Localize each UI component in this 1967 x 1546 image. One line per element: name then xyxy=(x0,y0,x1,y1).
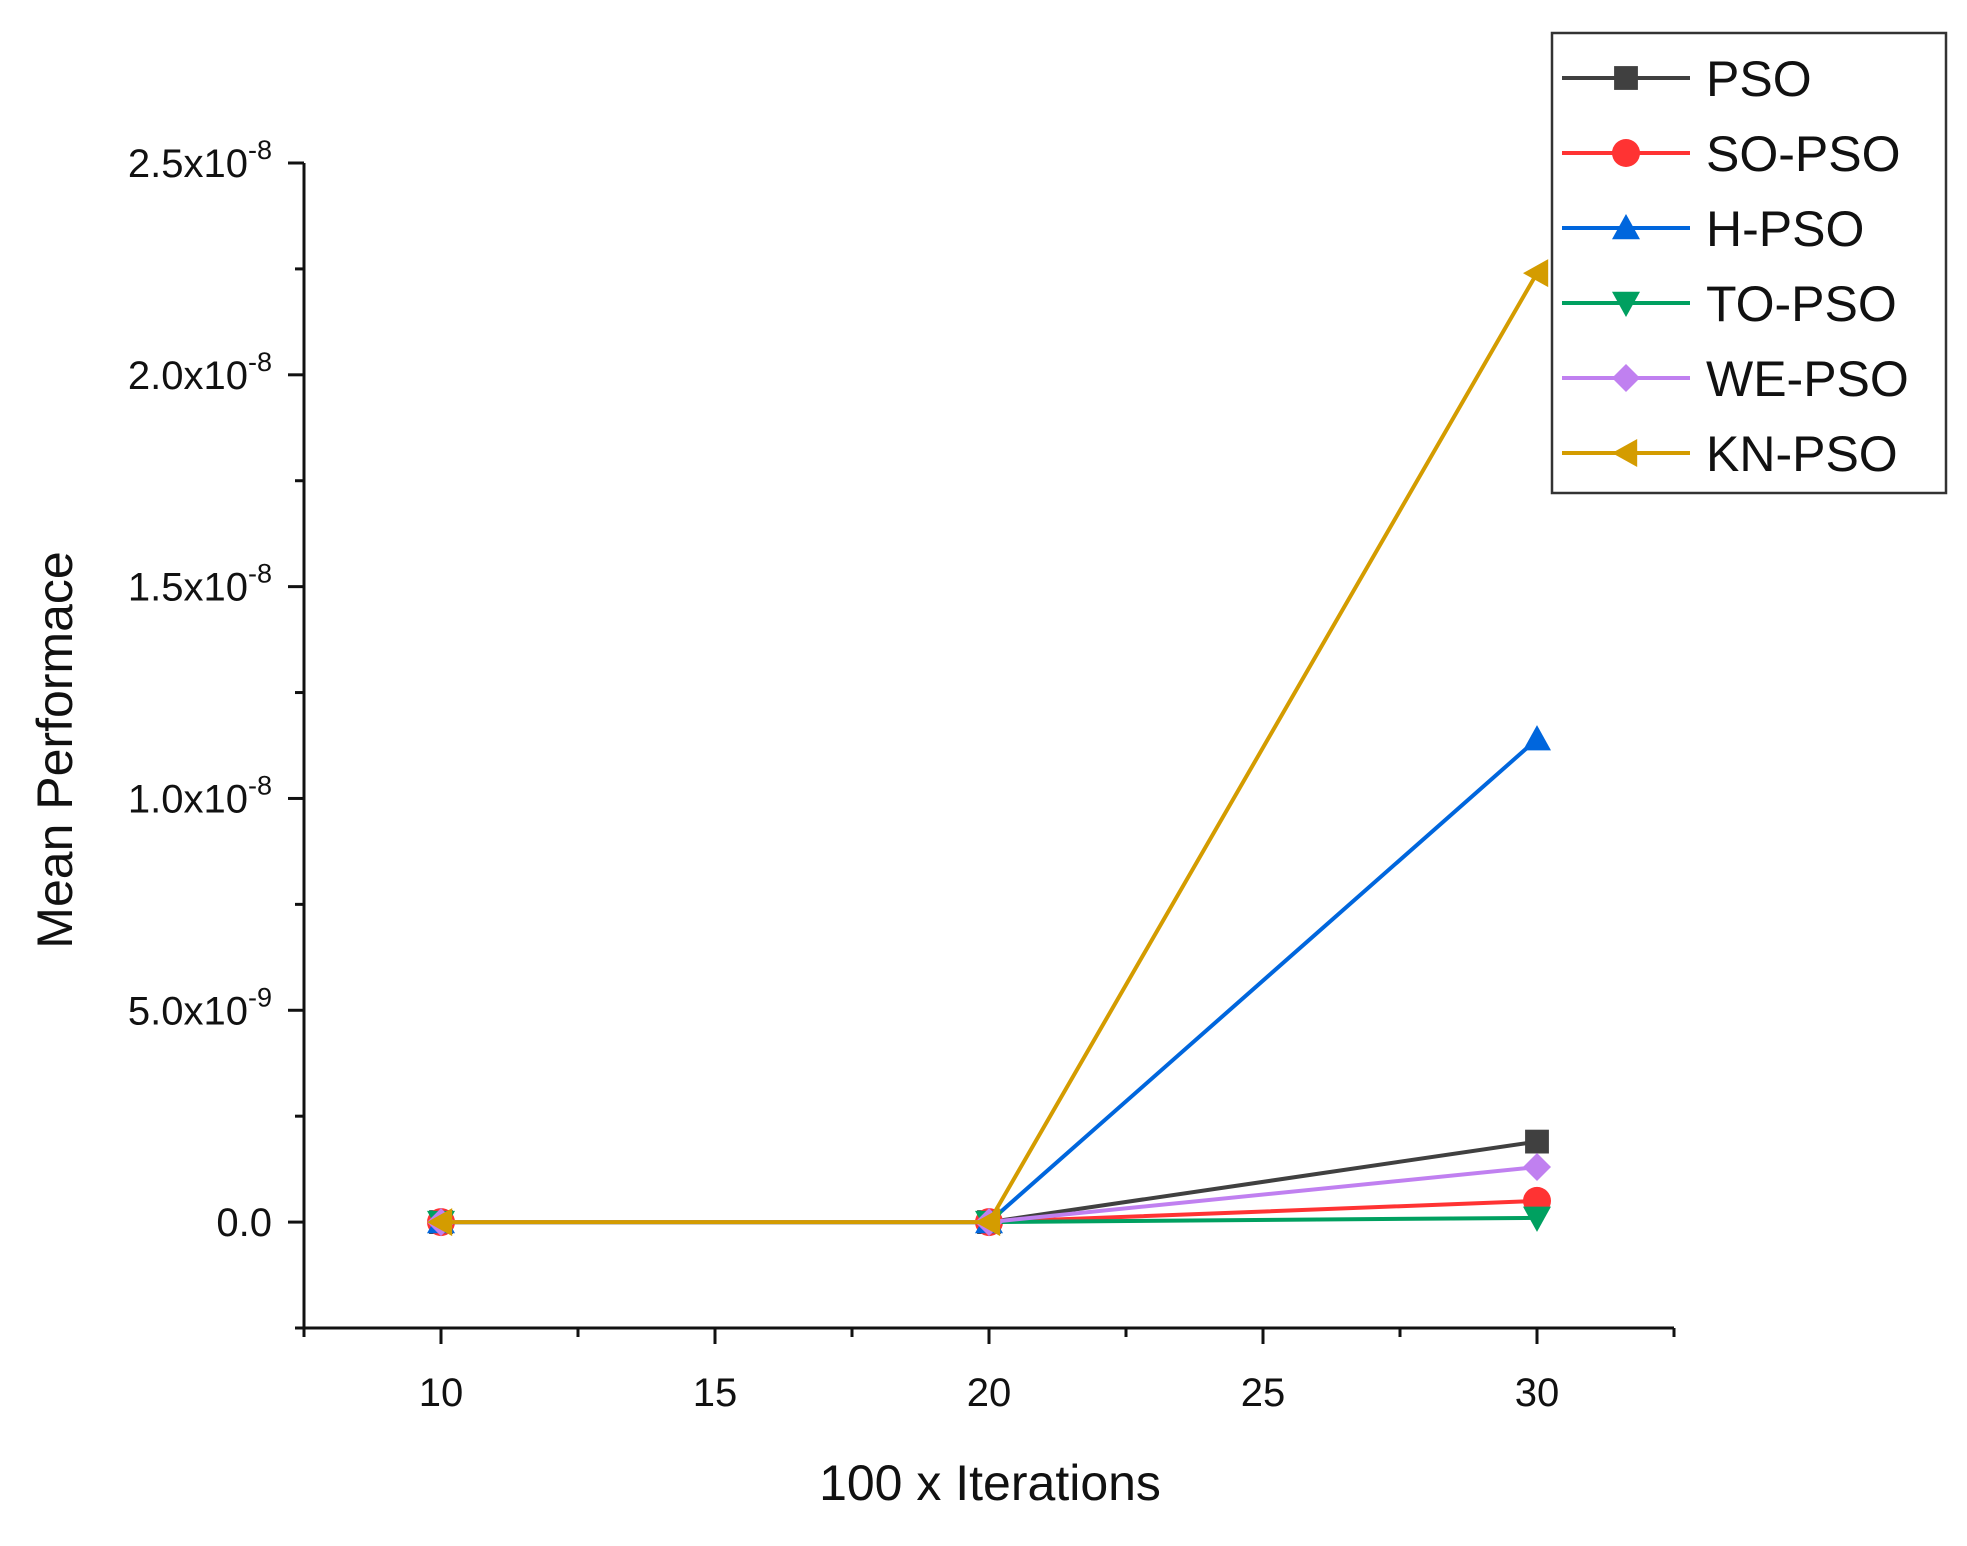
data-point-kn-pso xyxy=(1523,259,1549,288)
legend-item-pso: PSO xyxy=(1562,51,1812,107)
data-point-h-pso xyxy=(1523,725,1551,751)
legend-label-kn-pso: KN-PSO xyxy=(1706,426,1898,482)
legend-marker-h-pso xyxy=(1612,214,1640,240)
legend-marker-kn-pso xyxy=(1612,439,1638,467)
series-line-kn-pso xyxy=(441,272,1539,1225)
series-line-h-pso xyxy=(441,737,1539,1225)
x-tick-label: 30 xyxy=(1515,1371,1560,1415)
y-tick-label: 0.0 xyxy=(216,1201,272,1245)
y-tick-label: 1.0x10-8 xyxy=(128,770,272,821)
y-tick-label: 1.5x10-8 xyxy=(128,559,272,610)
legend-marker-to-pso xyxy=(1612,291,1640,317)
series-kn-pso xyxy=(427,259,1549,1237)
legend-item-to-pso: TO-PSO xyxy=(1562,276,1897,332)
x-axis-title: 100 x Iterations xyxy=(819,1455,1161,1511)
legend-box xyxy=(1550,31,1948,495)
legend-item-so-pso: SO-PSO xyxy=(1562,126,1900,182)
legend-item-kn-pso: KN-PSO xyxy=(1562,426,1898,482)
data-point-pso xyxy=(1525,1129,1549,1154)
x-tick-label: 10 xyxy=(419,1371,464,1415)
series-layer xyxy=(427,259,1551,1237)
data-point-kn-pso xyxy=(975,1208,1001,1237)
data-point-we-pso xyxy=(1523,1153,1551,1182)
legend-label-pso: PSO xyxy=(1706,51,1812,107)
legend-label-we-pso: WE-PSO xyxy=(1706,351,1909,407)
series-h-pso xyxy=(427,725,1551,1234)
y-tick-labels: 0.0 5.0x10-9 1.0x10-8 1.5x10-8 2.0x10-8 2.5x1… xyxy=(128,135,272,1245)
legend-item-h-pso: H-PSO xyxy=(1562,201,1864,257)
y-tick-label: 5.0x10-9 xyxy=(128,982,272,1033)
legend-label-so-pso: SO-PSO xyxy=(1706,126,1900,182)
y-tick-label: 2.5x10-8 xyxy=(128,135,272,186)
x-tick-label: 25 xyxy=(1241,1371,1286,1415)
x-tick-label: 20 xyxy=(967,1371,1012,1415)
legend: PSO SO-PSO H-PSO TO-PSO WE-PSO KN-PSO xyxy=(1550,31,1948,495)
x-tick-label: 15 xyxy=(693,1371,738,1415)
legend-marker-pso xyxy=(1614,66,1638,90)
legend-label-to-pso: TO-PSO xyxy=(1706,276,1897,332)
axes xyxy=(288,161,1676,1344)
data-point-kn-pso xyxy=(427,1208,453,1237)
y-axis-title: Mean Performace xyxy=(27,551,83,948)
legend-marker-we-pso xyxy=(1612,364,1640,392)
x-tick-labels: 10 15 20 25 30 xyxy=(419,1371,1560,1415)
data-point-to-pso xyxy=(1523,1206,1551,1232)
legend-label-h-pso: H-PSO xyxy=(1706,201,1864,257)
legend-item-we-pso: WE-PSO xyxy=(1562,351,1909,407)
y-tick-label: 2.0x10-8 xyxy=(128,347,272,398)
legend-marker-so-pso xyxy=(1612,139,1640,167)
